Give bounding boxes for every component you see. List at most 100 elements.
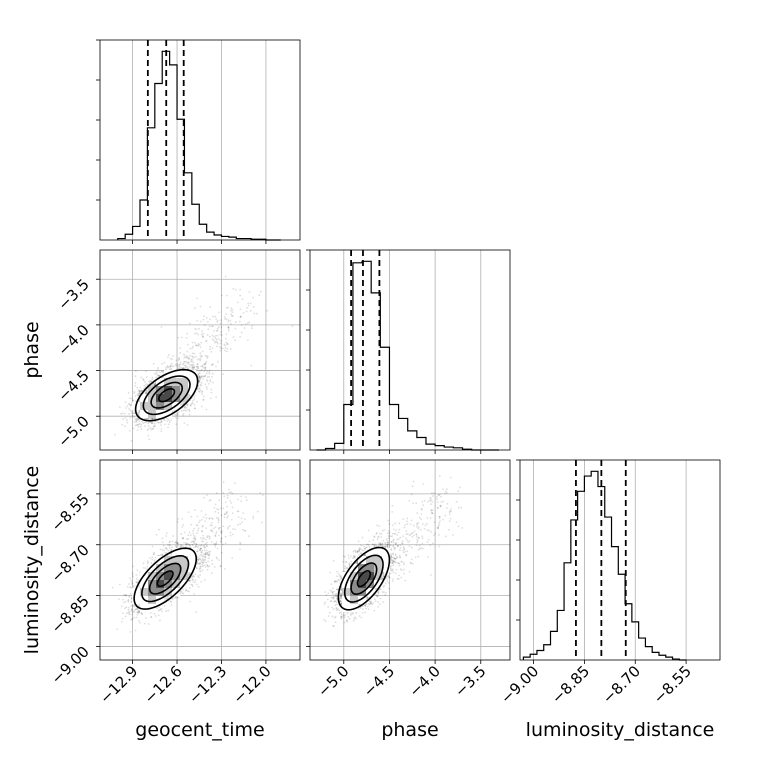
sample-point xyxy=(188,574,190,577)
sample-point xyxy=(190,364,192,366)
sample-point xyxy=(140,425,142,428)
sample-point xyxy=(140,423,143,426)
sample-point xyxy=(174,545,177,547)
sample-point xyxy=(186,355,188,358)
sample-point xyxy=(135,421,138,423)
sample-point xyxy=(121,412,124,415)
sample-point xyxy=(249,310,252,312)
sample-point xyxy=(199,383,202,386)
sample-point xyxy=(227,319,230,322)
sample-point xyxy=(209,397,212,400)
sample-point xyxy=(201,350,204,353)
sample-point xyxy=(163,361,166,364)
sample-point xyxy=(180,336,183,339)
sample-point xyxy=(161,553,164,556)
sample-point xyxy=(179,351,182,354)
sample-point xyxy=(193,407,196,410)
sample-point xyxy=(197,527,200,530)
sample-point xyxy=(195,344,198,347)
sample-point xyxy=(131,414,134,417)
sample-point xyxy=(178,364,180,366)
sample-point xyxy=(129,586,131,589)
sample-point xyxy=(192,345,194,348)
density-cell xyxy=(172,394,181,403)
sample-point xyxy=(126,405,129,407)
sample-point xyxy=(137,393,140,396)
sample-point xyxy=(191,402,194,405)
sample-point xyxy=(145,390,148,392)
sample-point xyxy=(189,404,192,407)
histogram-panel-geocent-time xyxy=(96,39,301,244)
sample-point xyxy=(144,567,147,570)
sample-point xyxy=(221,294,223,297)
sample-point xyxy=(208,565,211,568)
sample-point xyxy=(204,556,207,559)
sample-point xyxy=(123,601,125,604)
sample-point xyxy=(198,374,201,377)
sample-point xyxy=(136,569,139,572)
sample-point xyxy=(169,366,172,369)
sample-point xyxy=(239,308,242,311)
sample-point xyxy=(160,421,163,424)
sample-point xyxy=(137,423,140,426)
sample-point xyxy=(188,573,191,575)
sample-point xyxy=(143,622,146,625)
sample-point xyxy=(151,556,154,559)
sample-point xyxy=(200,559,203,562)
sample-point xyxy=(194,581,196,584)
sample-point xyxy=(201,565,204,568)
sample-point xyxy=(183,356,186,359)
sample-point xyxy=(204,324,206,326)
sample-point xyxy=(211,325,213,328)
sample-point xyxy=(204,366,207,369)
sample-point xyxy=(189,354,191,357)
sample-point xyxy=(196,546,199,549)
sample-point xyxy=(130,608,133,611)
sample-point xyxy=(122,612,124,615)
sample-point xyxy=(126,421,129,424)
sample-point xyxy=(191,576,194,578)
sample-point xyxy=(201,558,204,560)
density-cell xyxy=(188,386,197,395)
grid-lines xyxy=(100,250,300,450)
sample-point xyxy=(131,582,134,584)
sample-point xyxy=(136,417,139,420)
sample-point xyxy=(201,335,204,337)
sample-point xyxy=(135,574,138,576)
sample-point xyxy=(134,375,137,378)
sample-point xyxy=(142,422,145,425)
sample-point xyxy=(157,609,160,612)
sample-point xyxy=(206,564,209,567)
sample-point xyxy=(176,412,179,415)
sample-point xyxy=(203,315,205,318)
sample-point xyxy=(230,307,233,310)
sample-point xyxy=(239,315,242,318)
sample-point xyxy=(217,516,220,519)
sample-point xyxy=(205,561,208,564)
density-cell xyxy=(164,378,173,387)
sample-point xyxy=(172,535,175,537)
sample-point xyxy=(219,339,222,342)
sample-point xyxy=(136,429,139,431)
sample-point xyxy=(217,326,220,328)
sample-point xyxy=(160,608,163,610)
density-cell xyxy=(164,410,173,419)
sample-point xyxy=(201,335,204,338)
panel-body xyxy=(114,275,294,442)
sample-point xyxy=(202,558,205,561)
sample-point xyxy=(196,369,198,371)
sample-point xyxy=(151,422,154,425)
sample-point xyxy=(199,558,202,561)
sample-point xyxy=(215,531,218,533)
sample-point xyxy=(219,322,222,325)
sample-point xyxy=(134,417,137,420)
sample-point xyxy=(153,559,156,562)
histogram-step xyxy=(316,260,500,451)
sample-point xyxy=(209,335,211,338)
sample-point xyxy=(138,389,141,392)
sample-point xyxy=(204,555,206,557)
sample-point xyxy=(165,532,168,535)
sample-point xyxy=(247,304,250,307)
sample-point xyxy=(138,413,140,415)
sample-point xyxy=(181,537,184,539)
